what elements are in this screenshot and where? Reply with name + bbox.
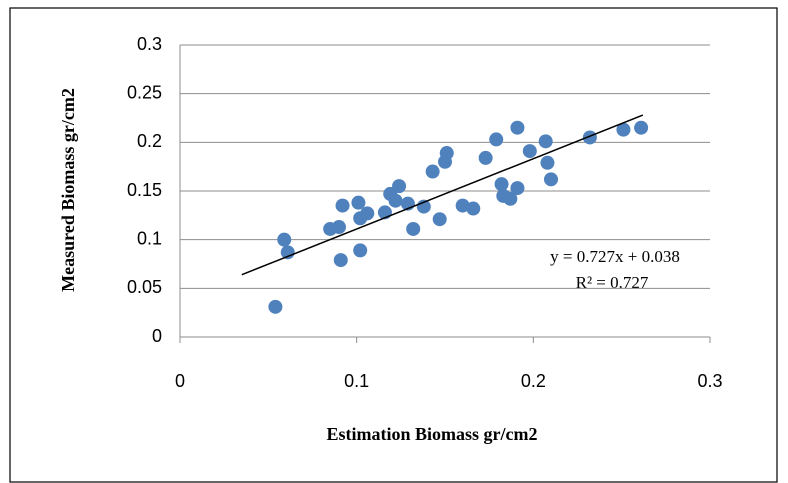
point <box>489 132 504 147</box>
point <box>582 130 597 145</box>
point <box>510 181 525 196</box>
point <box>503 191 518 206</box>
trend-r-squared: R² = 0.727 <box>576 273 649 292</box>
y-tick-label: 0.05 <box>127 277 162 297</box>
x-axis-label: Estimation Biomass gr/cm2 <box>327 424 538 444</box>
y-tick-label: 0.2 <box>137 131 162 151</box>
point <box>432 212 447 227</box>
chart-frame <box>9 7 778 483</box>
y-tick-label: 0.3 <box>137 34 162 54</box>
x-tick-label: 0.3 <box>697 371 722 391</box>
y-tick-label: 0 <box>152 326 162 346</box>
point <box>425 164 440 179</box>
point <box>616 122 631 137</box>
point <box>634 120 649 135</box>
y-tick-label: 0.1 <box>137 228 162 248</box>
x-tick-label: 0 <box>175 371 185 391</box>
point <box>332 220 346 235</box>
point <box>544 172 558 187</box>
point <box>439 146 454 161</box>
x-tick-label: 0.1 <box>344 371 369 391</box>
point <box>360 206 375 221</box>
point <box>392 179 407 194</box>
point <box>333 253 348 268</box>
point <box>510 120 525 135</box>
x-tick-label: 0.2 <box>521 371 546 391</box>
point <box>277 232 292 247</box>
point <box>494 177 509 192</box>
point <box>353 243 368 258</box>
point <box>406 221 421 236</box>
point <box>522 144 537 159</box>
trendline <box>241 114 644 276</box>
point <box>478 150 493 165</box>
point <box>388 193 403 208</box>
point <box>268 299 283 314</box>
y-tick-label: 0.25 <box>127 82 162 102</box>
y-axis-label: Measured Biomass gr/cm2 <box>58 88 78 292</box>
point <box>335 198 350 213</box>
point <box>455 198 470 213</box>
trend-equation: y = 0.727x + 0.038 <box>550 247 680 266</box>
point <box>540 155 555 170</box>
point <box>538 134 553 149</box>
point <box>466 201 481 216</box>
point <box>351 195 366 210</box>
y-tick-label: 0.15 <box>127 180 162 200</box>
